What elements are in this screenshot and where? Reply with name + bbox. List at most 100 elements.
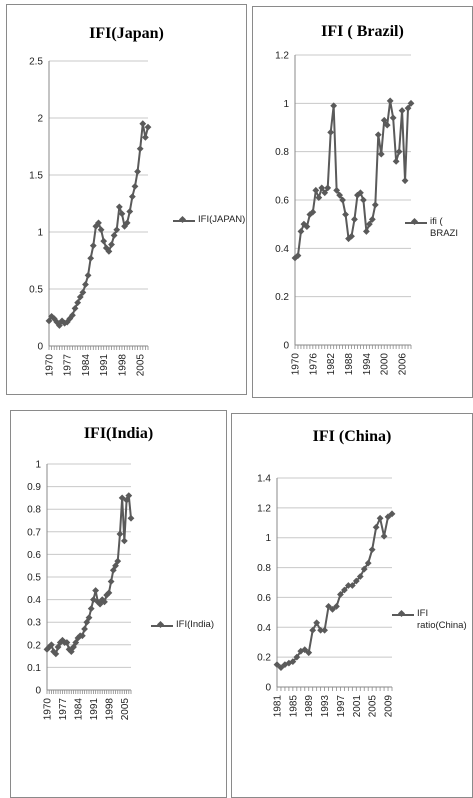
x-tick-label: 1991 xyxy=(99,354,110,377)
data-point xyxy=(63,318,71,326)
y-tick-label: 0.4 xyxy=(275,244,289,255)
x-tick-label: 2009 xyxy=(384,695,395,718)
y-tick-label: 0.4 xyxy=(257,623,271,634)
data-point xyxy=(134,168,141,175)
data-point xyxy=(67,648,75,655)
data-point xyxy=(123,219,131,227)
y-tick-label: 0.7 xyxy=(27,527,41,538)
data-point xyxy=(362,228,370,235)
y-tick-label: 1.2 xyxy=(275,51,289,62)
data-point xyxy=(360,196,367,204)
data-point xyxy=(109,566,117,574)
data-point xyxy=(56,322,63,329)
y-tick-label: 0.5 xyxy=(29,285,43,296)
data-point xyxy=(341,586,348,594)
data-point xyxy=(342,211,349,218)
data-point xyxy=(297,228,305,235)
data-point xyxy=(321,626,328,634)
series-line xyxy=(276,513,393,669)
data-point xyxy=(309,208,317,216)
data-point xyxy=(53,318,61,326)
data-point xyxy=(136,145,144,153)
data-point xyxy=(43,645,51,653)
x-tick-label: 2005 xyxy=(368,695,379,718)
x-tick-label: 1993 xyxy=(320,695,331,718)
y-tick-label: 2 xyxy=(37,114,43,125)
data-point xyxy=(48,641,55,649)
data-point xyxy=(297,647,305,655)
data-point xyxy=(327,128,335,136)
data-point xyxy=(404,104,412,112)
data-point xyxy=(139,120,147,128)
data-point xyxy=(380,532,388,540)
x-tick-label: 1985 xyxy=(288,695,299,718)
data-point xyxy=(372,523,380,531)
data-point xyxy=(345,235,352,243)
data-point xyxy=(63,639,71,646)
chart-legend: IFI(India) xyxy=(151,619,215,631)
data-point xyxy=(376,514,384,522)
data-point xyxy=(110,232,118,239)
data-point xyxy=(71,304,79,312)
data-point xyxy=(83,618,91,626)
data-point xyxy=(368,215,376,223)
data-point xyxy=(301,646,309,654)
data-point xyxy=(115,203,123,211)
data-point xyxy=(352,577,360,585)
data-point xyxy=(78,632,86,640)
data-point xyxy=(74,299,82,307)
x-tick-label: 2000 xyxy=(380,353,391,376)
data-point xyxy=(96,600,104,608)
data-point xyxy=(79,289,87,296)
data-point xyxy=(108,241,115,248)
data-point xyxy=(312,186,320,194)
data-point xyxy=(97,226,105,234)
data-point xyxy=(141,133,149,141)
chart-plot: 0 0.1 0.2 0.3 0.4 0.5 0.6 0.7 0.8 0.9 1 1970 1977 198… xyxy=(27,460,135,721)
chart-plot: 0 0.2 0.4 0.6 0.8 1 1.2 1970 1976 1982 1988 1994 200… xyxy=(275,51,415,376)
data-point xyxy=(85,614,93,622)
chart-title: IFI(India) xyxy=(83,425,154,442)
data-point xyxy=(66,315,74,323)
data-point xyxy=(116,530,124,538)
data-point xyxy=(95,219,102,227)
data-point xyxy=(313,619,321,627)
data-point xyxy=(336,191,344,199)
legend-label: IFI(India) xyxy=(176,619,215,630)
y-tick-label: 0.3 xyxy=(27,618,41,629)
data-point xyxy=(303,223,311,230)
y-tick-label: 0 xyxy=(283,341,289,352)
y-tick-label: 0 xyxy=(37,342,43,353)
data-point xyxy=(309,626,317,634)
y-tick-label: 0.4 xyxy=(27,595,41,606)
data-point xyxy=(45,317,53,325)
data-point xyxy=(107,578,115,585)
data-point xyxy=(356,573,364,580)
data-point xyxy=(351,215,358,223)
data-point xyxy=(389,114,397,122)
chart-panel-japan: IFI(Japan) 0 0.5 1 1.5 2 2.5 1970 1977 1984 1991 1… xyxy=(6,4,247,395)
x-tick-label: 1982 xyxy=(326,353,337,376)
data-point xyxy=(112,562,119,570)
data-point xyxy=(300,220,308,228)
data-point xyxy=(364,559,372,567)
data-point xyxy=(128,193,136,201)
data-point xyxy=(317,626,325,634)
y-tick-label: 0.6 xyxy=(275,196,289,207)
y-tick-label: 1.4 xyxy=(257,474,271,485)
x-tick-label: 1984 xyxy=(81,354,92,377)
y-tick-label: 0 xyxy=(265,683,271,694)
legend-marker-icon xyxy=(405,217,427,227)
x-tick-label: 1998 xyxy=(117,354,128,377)
x-tick-label: 1970 xyxy=(291,353,302,376)
y-tick-label: 2.5 xyxy=(29,57,43,68)
y-tick-label: 0 xyxy=(35,686,41,697)
data-point xyxy=(126,208,134,215)
data-point xyxy=(333,602,340,610)
data-point xyxy=(386,97,394,105)
data-point xyxy=(114,557,122,565)
x-tick-label: 1970 xyxy=(45,354,56,377)
x-tick-label: 1984 xyxy=(73,698,84,721)
y-tick-label: 1.2 xyxy=(257,503,271,514)
legend-marker-icon xyxy=(392,609,414,619)
